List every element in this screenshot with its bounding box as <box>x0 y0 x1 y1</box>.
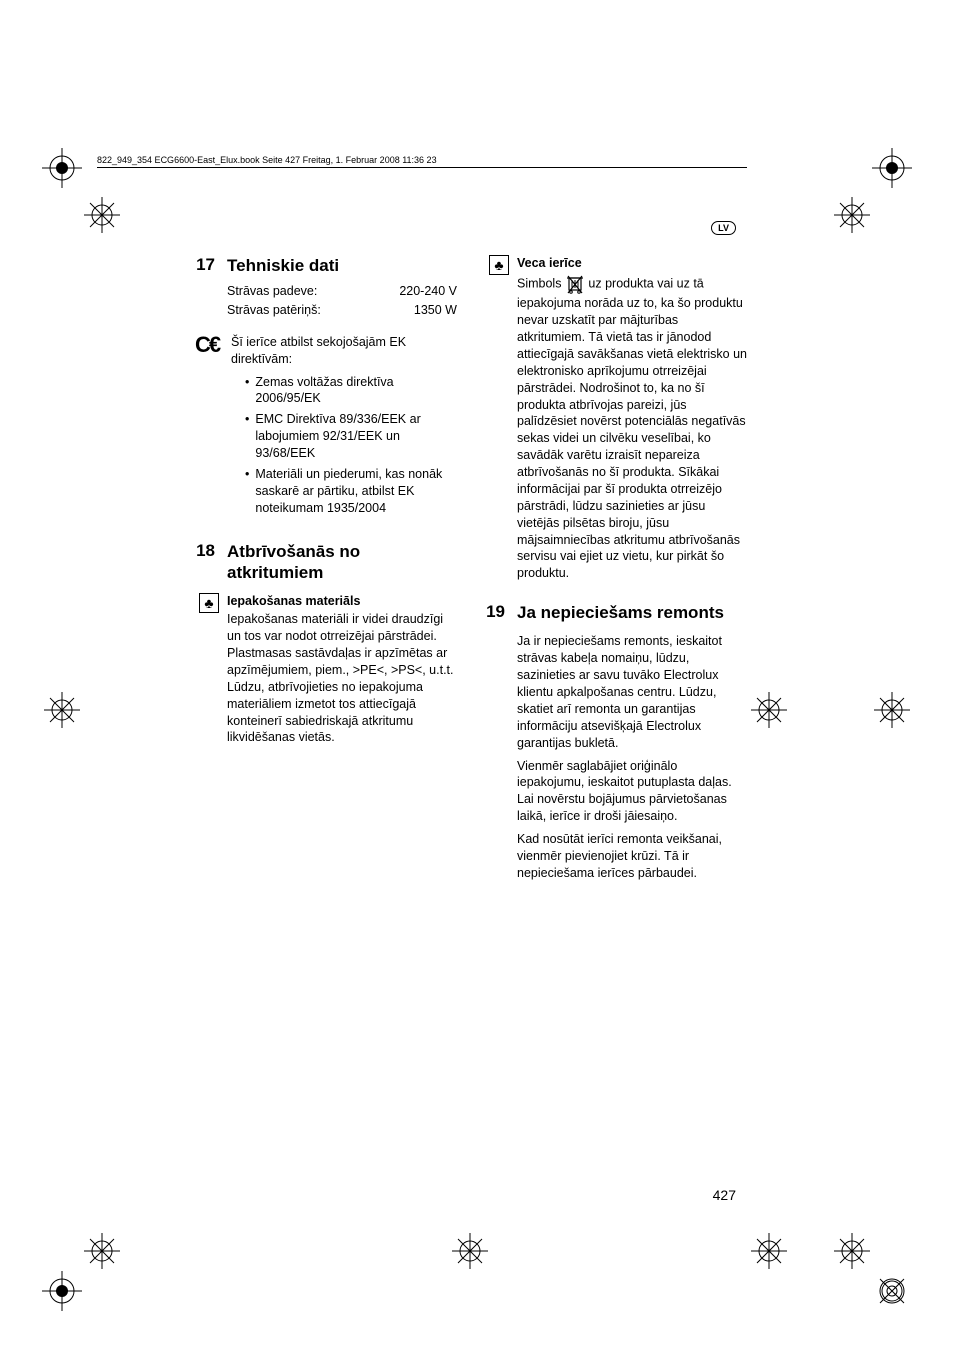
body-paragraph: Kad nosūtāt ierīci remonta veikšanai, vi… <box>517 831 747 882</box>
subsection-title: Veca ierīce <box>517 255 747 271</box>
crop-mark-ml <box>42 690 82 730</box>
crop-mark-tl-outer <box>42 148 82 188</box>
crop-mark-bc <box>450 1231 490 1271</box>
crop-mark-br-outer <box>872 1271 912 1311</box>
spec-label: Strāvas padeve: <box>227 282 317 301</box>
subsection-title: Iepakošanas materiāls <box>227 593 457 609</box>
spec-value: 1350 W <box>414 301 457 320</box>
crop-mark-tr-inner <box>832 195 872 235</box>
section-19-header: 19 Ja nepieciešams remonts <box>477 602 747 623</box>
page-content: 17 Tehniskie dati Strāvas padeve: 220-24… <box>187 255 747 882</box>
subsection-packaging: ♣ Iepakošanas materiāls Iepakošanas mate… <box>187 593 457 746</box>
bullet-icon: • <box>245 411 249 462</box>
recycle-icon: ♣ <box>199 593 219 613</box>
bullet-icon: • <box>245 466 249 517</box>
bullet-text: Zemas voltāžas direktīva 2006/95/EK <box>255 374 457 408</box>
bullet-icon: • <box>245 374 249 408</box>
body-paragraph: Ja ir nepieciešams remonts, ieskaitot st… <box>517 633 747 751</box>
body-paragraph: Iepakošanas materiāli ir videi draudzīgi… <box>227 611 457 746</box>
subsection-old-device: ♣ Veca ierīce Simbols uz produkta vai uz… <box>477 255 747 582</box>
ce-intro-text: Šī ierīce atbilst sekojošajām EK direktī… <box>231 334 457 368</box>
right-column: ♣ Veca ierīce Simbols uz produkta vai uz… <box>477 255 747 882</box>
section-title: Ja nepieciešams remonts <box>517 602 724 623</box>
section-number: 17 <box>187 255 215 275</box>
section-title: Tehniskie dati <box>227 255 339 276</box>
body-paragraph: Simbols uz produkta vai uz tā iepakojuma… <box>517 273 747 582</box>
section-17-header: 17 Tehniskie dati <box>187 255 457 276</box>
bullet-text: EMC Direktīva 89/336/EEK ar labojumiem 9… <box>255 411 457 462</box>
section-18-header: 18 Atbrīvošanās no atkritumiem <box>187 541 457 584</box>
crop-mark-mr <box>872 690 912 730</box>
crop-mark-tl-inner <box>82 195 122 235</box>
crop-mark-bl-outer <box>42 1271 82 1311</box>
crop-mark-bl-inner <box>82 1231 122 1271</box>
book-header: 822_949_354 ECG6600-East_Elux.book Seite… <box>97 155 747 168</box>
page-number: 427 <box>713 1187 736 1203</box>
spec-table: Strāvas padeve: 220-240 V Strāvas patēri… <box>227 282 457 320</box>
ce-conformity: C€ Šī ierīce atbilst sekojošajām EK dire… <box>187 334 457 521</box>
spec-label: Strāvas patēriņš: <box>227 301 321 320</box>
bullet-text: Materiāli un piederumi, kas nonāk saskar… <box>255 466 457 517</box>
crop-mark-mr-inner <box>749 690 789 730</box>
section-number: 19 <box>477 602 505 622</box>
weee-bin-icon <box>565 273 585 295</box>
section-19-body: Ja ir nepieciešams remonts, ieskaitot st… <box>517 633 747 881</box>
section-title: Atbrīvošanās no atkritumiem <box>227 541 457 584</box>
left-column: 17 Tehniskie dati Strāvas padeve: 220-24… <box>187 255 457 882</box>
ce-mark-icon: C€ <box>195 334 225 356</box>
section-number: 18 <box>187 541 215 561</box>
body-paragraph: Vienmēr saglabājiet oriģinālo iepakojumu… <box>517 758 747 826</box>
crop-mark-br-inner <box>832 1231 872 1271</box>
crop-mark-br-mid <box>749 1231 789 1271</box>
recycle-icon: ♣ <box>489 255 509 275</box>
crop-mark-tr-outer <box>872 148 912 188</box>
language-badge: LV <box>711 221 736 235</box>
spec-value: 220-240 V <box>399 282 457 301</box>
